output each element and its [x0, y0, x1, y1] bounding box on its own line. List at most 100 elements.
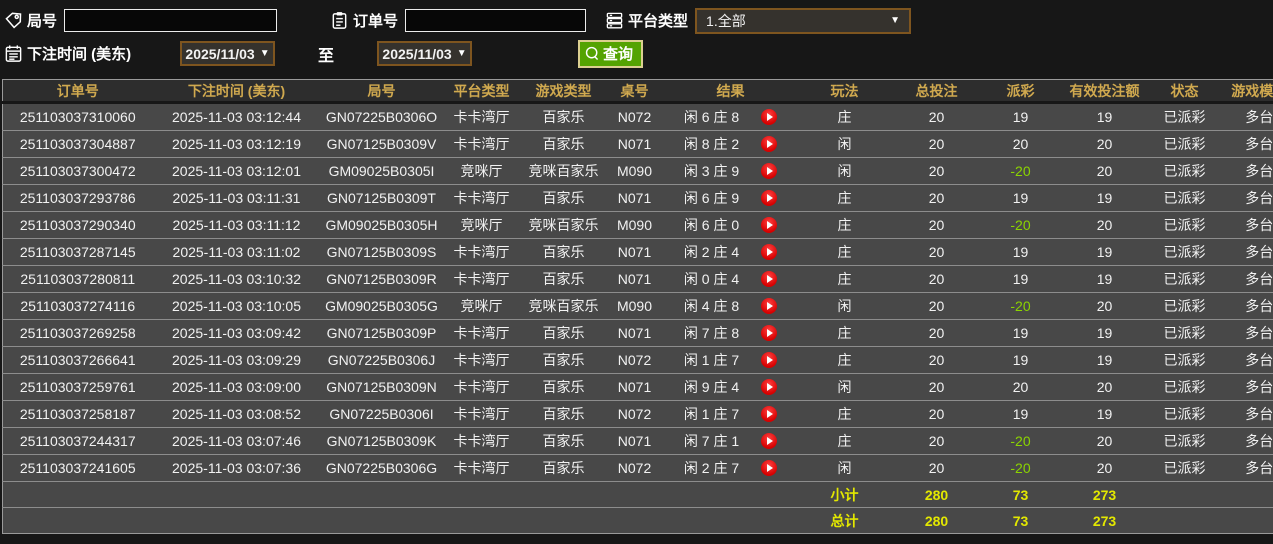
platform-type-select[interactable]: 1.全部 ▼: [695, 7, 912, 34]
total-label: 总计: [798, 507, 891, 534]
date-to-picker[interactable]: 2025/11/03 ▼: [377, 41, 473, 66]
cell-payout: -20: [982, 454, 1059, 482]
play-icon[interactable]: [760, 163, 777, 179]
cell-bet-time: 2025-11-03 03:12:01: [152, 157, 321, 185]
cell-game-mode: 多台: [1218, 211, 1273, 239]
cell-order-id: 251103037274116: [2, 292, 153, 320]
play-icon[interactable]: [760, 298, 777, 314]
cell-valid-bet: 19: [1058, 319, 1151, 347]
cell-bet-time: 2025-11-03 03:09:00: [152, 373, 321, 401]
cell-status: 已派彩: [1150, 427, 1219, 455]
cell-bet-option: 庄: [798, 319, 891, 347]
cell-platform-type: 卡卡湾厅: [442, 346, 521, 374]
cell-valid-bet: 20: [1058, 454, 1151, 482]
cell-platform-type: 卡卡湾厅: [442, 373, 521, 401]
cell-order-id: 251103037300472: [2, 157, 153, 185]
tag-icon: [5, 12, 22, 29]
play-icon[interactable]: [760, 406, 777, 422]
play-icon[interactable]: [760, 352, 777, 368]
cell-valid-bet: 20: [1058, 157, 1151, 185]
table-row: 251103037287145 2025-11-03 03:11:02 GN07…: [2, 238, 1273, 266]
cell-bet-time: 2025-11-03 03:11:02: [152, 238, 321, 266]
play-icon[interactable]: [760, 379, 777, 395]
play-icon[interactable]: [760, 217, 777, 233]
cell-total-bet: 20: [890, 427, 983, 455]
play-icon[interactable]: [760, 433, 777, 449]
play-icon[interactable]: [760, 325, 777, 341]
cell-status: 已派彩: [1150, 157, 1219, 185]
cell-bet-time: 2025-11-03 03:07:36: [152, 454, 321, 482]
cell-table-no: M090: [606, 292, 663, 320]
result-text: 闲 4 庄 8: [683, 298, 740, 314]
search-icon: [585, 46, 599, 60]
cell-platform-type: 卡卡湾厅: [442, 130, 521, 158]
table-row: 251103037290340 2025-11-03 03:11:12 GM09…: [2, 211, 1273, 239]
cell-round-id: GN07125B0309T: [320, 184, 443, 212]
cell-status: 已派彩: [1150, 319, 1219, 347]
play-icon[interactable]: [760, 109, 777, 125]
cell-platform-type: 卡卡湾厅: [442, 265, 521, 293]
cell-bet-option: 庄: [837, 109, 852, 125]
cell-payout: 19: [982, 400, 1059, 428]
cell-valid-bet: 20: [1058, 211, 1151, 239]
cell-status: 已派彩: [1150, 292, 1219, 320]
result-text: 闲 3 庄 9: [683, 163, 740, 179]
table-row: 251103037300472 2025-11-03 03:12:01 GM09…: [2, 157, 1273, 185]
subtotal-payout: 73: [982, 481, 1059, 508]
col-header-result: 结果: [662, 79, 799, 104]
cell-bet-time: 2025-11-03 03:10:05: [152, 292, 321, 320]
cell-platform-type: 竞咪厅: [442, 157, 521, 185]
cell-status: 已派彩: [1150, 130, 1219, 158]
cell-round-id: GN07125B0309V: [320, 130, 443, 158]
cell-game-type: 百家乐: [520, 184, 607, 212]
query-button-label: 查询: [603, 46, 634, 63]
result-text: 闲 7 庄 8: [683, 325, 740, 341]
cell-result: 闲 6 庄 8: [663, 103, 799, 131]
cell-total-bet: 20: [890, 373, 983, 401]
cell-status: 已派彩: [1150, 184, 1219, 212]
cell-bet-option: 庄: [798, 400, 891, 428]
cell-valid-bet: 19: [1058, 400, 1151, 428]
cell-table-no: N071: [606, 130, 663, 158]
play-icon[interactable]: [760, 136, 777, 152]
cell-result: 闲 1 庄 7: [662, 346, 799, 374]
query-button[interactable]: 查询: [578, 39, 644, 68]
cell-total-bet: 20: [928, 109, 945, 125]
play-icon[interactable]: [760, 190, 777, 206]
result-text: 闲 2 庄 7: [683, 460, 740, 476]
play-icon[interactable]: [760, 271, 777, 287]
table-row: 251103037304887 2025-11-03 03:12:19 GN07…: [2, 130, 1273, 158]
cell-round-id: GN07125B0309R: [320, 265, 443, 293]
date-from-picker[interactable]: 2025/11/03 ▼: [180, 41, 275, 66]
cell-game-mode: 多台: [1218, 373, 1273, 401]
cell-round-id: GN07225B0306G: [320, 454, 443, 482]
cell-result: 闲 6 庄 0: [662, 211, 799, 239]
cell-round-id: GN07125B0309S: [320, 238, 443, 266]
result-text: 闲 9 庄 4: [683, 379, 740, 395]
table-row: 251103037310060 2025-11-03 03:12:44 GN07…: [3, 103, 1273, 131]
cell-game-type: 百家乐: [520, 400, 607, 428]
total-valid-bet: 273: [1058, 507, 1151, 534]
table-row: 251103037241605 2025-11-03 03:07:36 GN07…: [2, 454, 1273, 482]
table-row: 251103037280811 2025-11-03 03:10:32 GN07…: [2, 265, 1273, 293]
order-number-input[interactable]: [405, 9, 587, 32]
result-text: 闲 6 庄 9: [683, 190, 740, 206]
cell-total-bet: 20: [890, 292, 983, 320]
cell-platform-type: 卡卡湾厅: [442, 319, 521, 347]
cell-game-type: 百家乐: [520, 130, 607, 158]
cell-valid-bet: 19: [1058, 265, 1151, 293]
play-icon[interactable]: [760, 460, 777, 476]
cell-result: 闲 2 庄 4: [662, 238, 799, 266]
cell-result: 闲 1 庄 7: [662, 400, 799, 428]
cell-round-id: GN07225B0306O: [325, 109, 438, 125]
round-number-input[interactable]: [64, 9, 278, 32]
cell-total-bet: 20: [890, 238, 983, 266]
cell-game-type: 百家乐: [520, 346, 607, 374]
cell-round-id: GN07225B0306I: [320, 400, 443, 428]
cell-table-no: N071: [606, 319, 663, 347]
order-number-label: 订单号: [353, 13, 399, 30]
cell-order-id: 251103037310060: [19, 109, 136, 125]
play-icon[interactable]: [760, 244, 777, 260]
chevron-down-icon: ▼: [890, 15, 901, 26]
cell-payout: 19: [982, 319, 1059, 347]
